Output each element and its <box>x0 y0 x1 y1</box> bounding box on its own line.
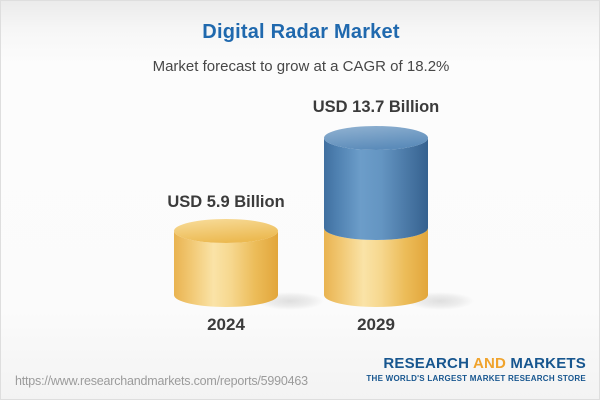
logo-word-and: AND <box>472 355 507 372</box>
data-label-2024: USD 5.9 Billion <box>167 193 285 211</box>
cylinder-2024-body <box>174 231 278 307</box>
report-url: https://www.researchandmarkets.com/repor… <box>15 374 308 388</box>
data-label-2029: USD 13.7 Billion <box>312 98 440 116</box>
cylinder-2024-top <box>174 219 278 243</box>
logo-wordmark: RESEARCH AND MARKETS <box>366 356 586 371</box>
category-label-2024: 2024 <box>207 315 245 334</box>
cylinder-2029-top <box>324 126 428 150</box>
logo-tagline: THE WORLD'S LARGEST MARKET RESEARCH STOR… <box>366 374 586 383</box>
category-label-2029: 2029 <box>357 315 395 334</box>
cylinder-2029-base-segment <box>324 228 428 307</box>
page-subtitle: Market forecast to grow at a CAGR of 18.… <box>152 58 450 75</box>
logo-word-markets: MARKETS <box>510 355 586 372</box>
logo-word-research: RESEARCH <box>383 355 470 372</box>
cylinder-2029-growth-segment <box>324 138 428 240</box>
page-title: Digital Radar Market <box>202 21 400 43</box>
research-and-markets-logo: RESEARCH AND MARKETS THE WORLD'S LARGEST… <box>366 356 586 383</box>
